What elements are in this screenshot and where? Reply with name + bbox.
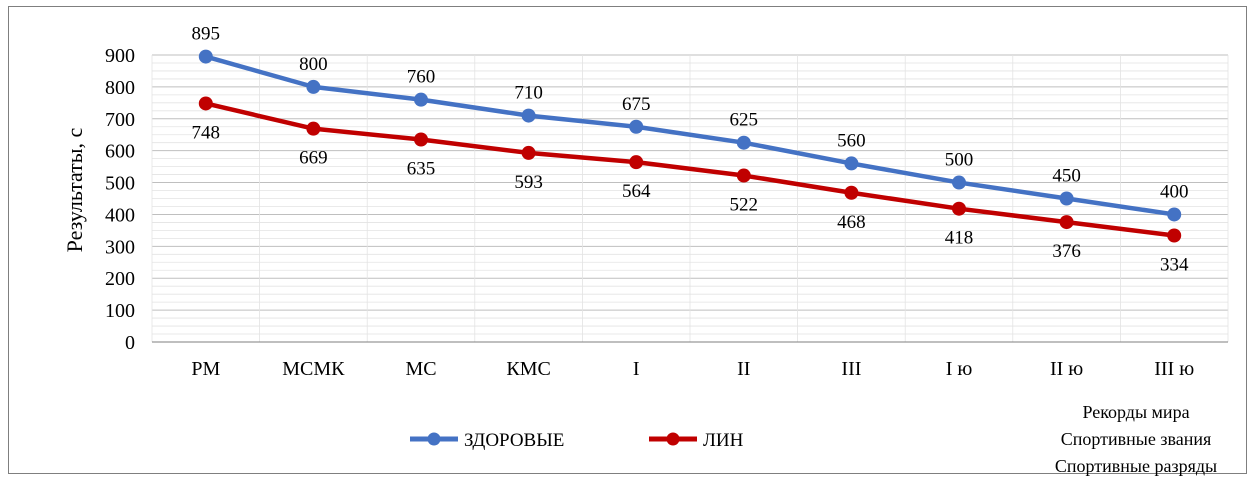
x-category-label: III ю	[1154, 358, 1194, 380]
y-tick-label: 800	[105, 77, 135, 99]
y-tick-label: 900	[105, 45, 135, 67]
data-label-series-1: 669	[299, 148, 328, 169]
data-point-series-1	[736, 168, 751, 183]
x-category-label: I	[633, 358, 640, 380]
x-category-label: I ю	[946, 358, 973, 380]
data-point-series-1	[629, 155, 644, 170]
data-label-series-0: 800	[299, 54, 328, 75]
x-category-label: III	[841, 358, 861, 380]
data-label-series-0: 760	[407, 67, 436, 88]
chart-frame	[8, 6, 1247, 474]
data-label-series-0: 400	[1160, 181, 1189, 202]
data-point-series-0	[1059, 191, 1074, 206]
data-point-series-0	[736, 135, 751, 150]
x-category-label: КМС	[506, 358, 550, 380]
data-label-series-1: 564	[622, 181, 651, 202]
annotation-world-records: Рекорды мира	[1082, 402, 1189, 422]
y-tick-label: 0	[125, 332, 135, 354]
y-tick-label: 100	[105, 300, 135, 322]
data-point-series-0	[306, 79, 321, 94]
data-point-series-1	[952, 201, 966, 216]
y-tick-label: 200	[105, 268, 135, 290]
data-label-series-1: 468	[837, 212, 866, 233]
data-point-series-0	[629, 119, 644, 134]
data-label-series-1: 635	[407, 159, 436, 180]
data-label-series-0: 500	[945, 150, 974, 171]
data-label-series-1: 334	[1160, 254, 1189, 275]
y-tick-label: 400	[105, 204, 135, 226]
data-label-series-1: 418	[945, 228, 974, 249]
data-point-series-1	[414, 132, 428, 147]
y-tick-label: 500	[105, 173, 135, 195]
grid-lines	[151, 54, 1229, 343]
data-label-series-0: 625	[730, 110, 759, 131]
y-axis-ticks: 0 100 200 300 400 500 600 700 800 900	[105, 45, 135, 354]
legend-label-lin: ЛИН	[703, 430, 744, 451]
series-line-0	[203, 54, 1177, 217]
data-label-series-1: 376	[1052, 241, 1081, 262]
annotation-block: Рекорды мира Спортивные звания Спортивны…	[1055, 402, 1217, 476]
x-axis-categories: РМ МСМК МС КМС I II III I ю II ю III ю	[191, 358, 1194, 380]
data-point-series-0	[1167, 207, 1182, 222]
y-axis-title: Результаты, с	[62, 127, 87, 252]
data-point-series-1	[198, 96, 213, 111]
y-tick-label: 300	[105, 236, 135, 258]
legend-marker-lin	[666, 432, 680, 446]
x-category-label: МС	[405, 358, 436, 380]
data-point-series-0	[844, 156, 859, 171]
data-label-series-1: 522	[730, 195, 759, 216]
data-point-series-1	[306, 121, 321, 136]
data-point-series-0	[198, 49, 213, 64]
legend-marker-zdorovye	[427, 432, 441, 446]
x-category-label: II ю	[1050, 358, 1083, 380]
data-point-series-0	[952, 175, 966, 190]
data-point-series-1	[1059, 215, 1074, 230]
series-line-1	[203, 101, 1177, 238]
data-point-series-0	[414, 92, 428, 107]
data-point-series-1	[844, 185, 859, 200]
data-labels: 895 800 760 710 675 625 560 500 450 400 748 669 635 5…	[192, 24, 1189, 276]
data-point-series-0	[521, 108, 536, 123]
y-tick-label: 600	[105, 141, 135, 163]
x-category-label: II	[737, 358, 750, 380]
data-label-series-0: 450	[1052, 166, 1081, 187]
y-tick-label: 700	[105, 109, 135, 131]
data-label-series-0: 895	[192, 24, 221, 45]
legend: ЗДОРОВЫЕ ЛИН	[410, 430, 744, 451]
legend-label-zdorovye: ЗДОРОВЫЕ	[464, 430, 564, 451]
data-label-series-0: 675	[622, 94, 651, 115]
x-category-label: РМ	[191, 358, 220, 380]
x-category-label: МСМК	[282, 358, 345, 380]
annotation-sport-grades: Спортивные разряды	[1055, 456, 1217, 476]
annotation-sport-titles: Спортивные звания	[1061, 429, 1212, 449]
data-label-series-0: 710	[514, 83, 543, 104]
data-point-series-1	[1167, 228, 1182, 243]
data-point-series-1	[521, 145, 536, 160]
data-label-series-1: 748	[192, 122, 221, 143]
data-label-series-0: 560	[837, 130, 866, 151]
series-lines	[198, 49, 1182, 243]
data-label-series-1: 593	[514, 172, 543, 193]
